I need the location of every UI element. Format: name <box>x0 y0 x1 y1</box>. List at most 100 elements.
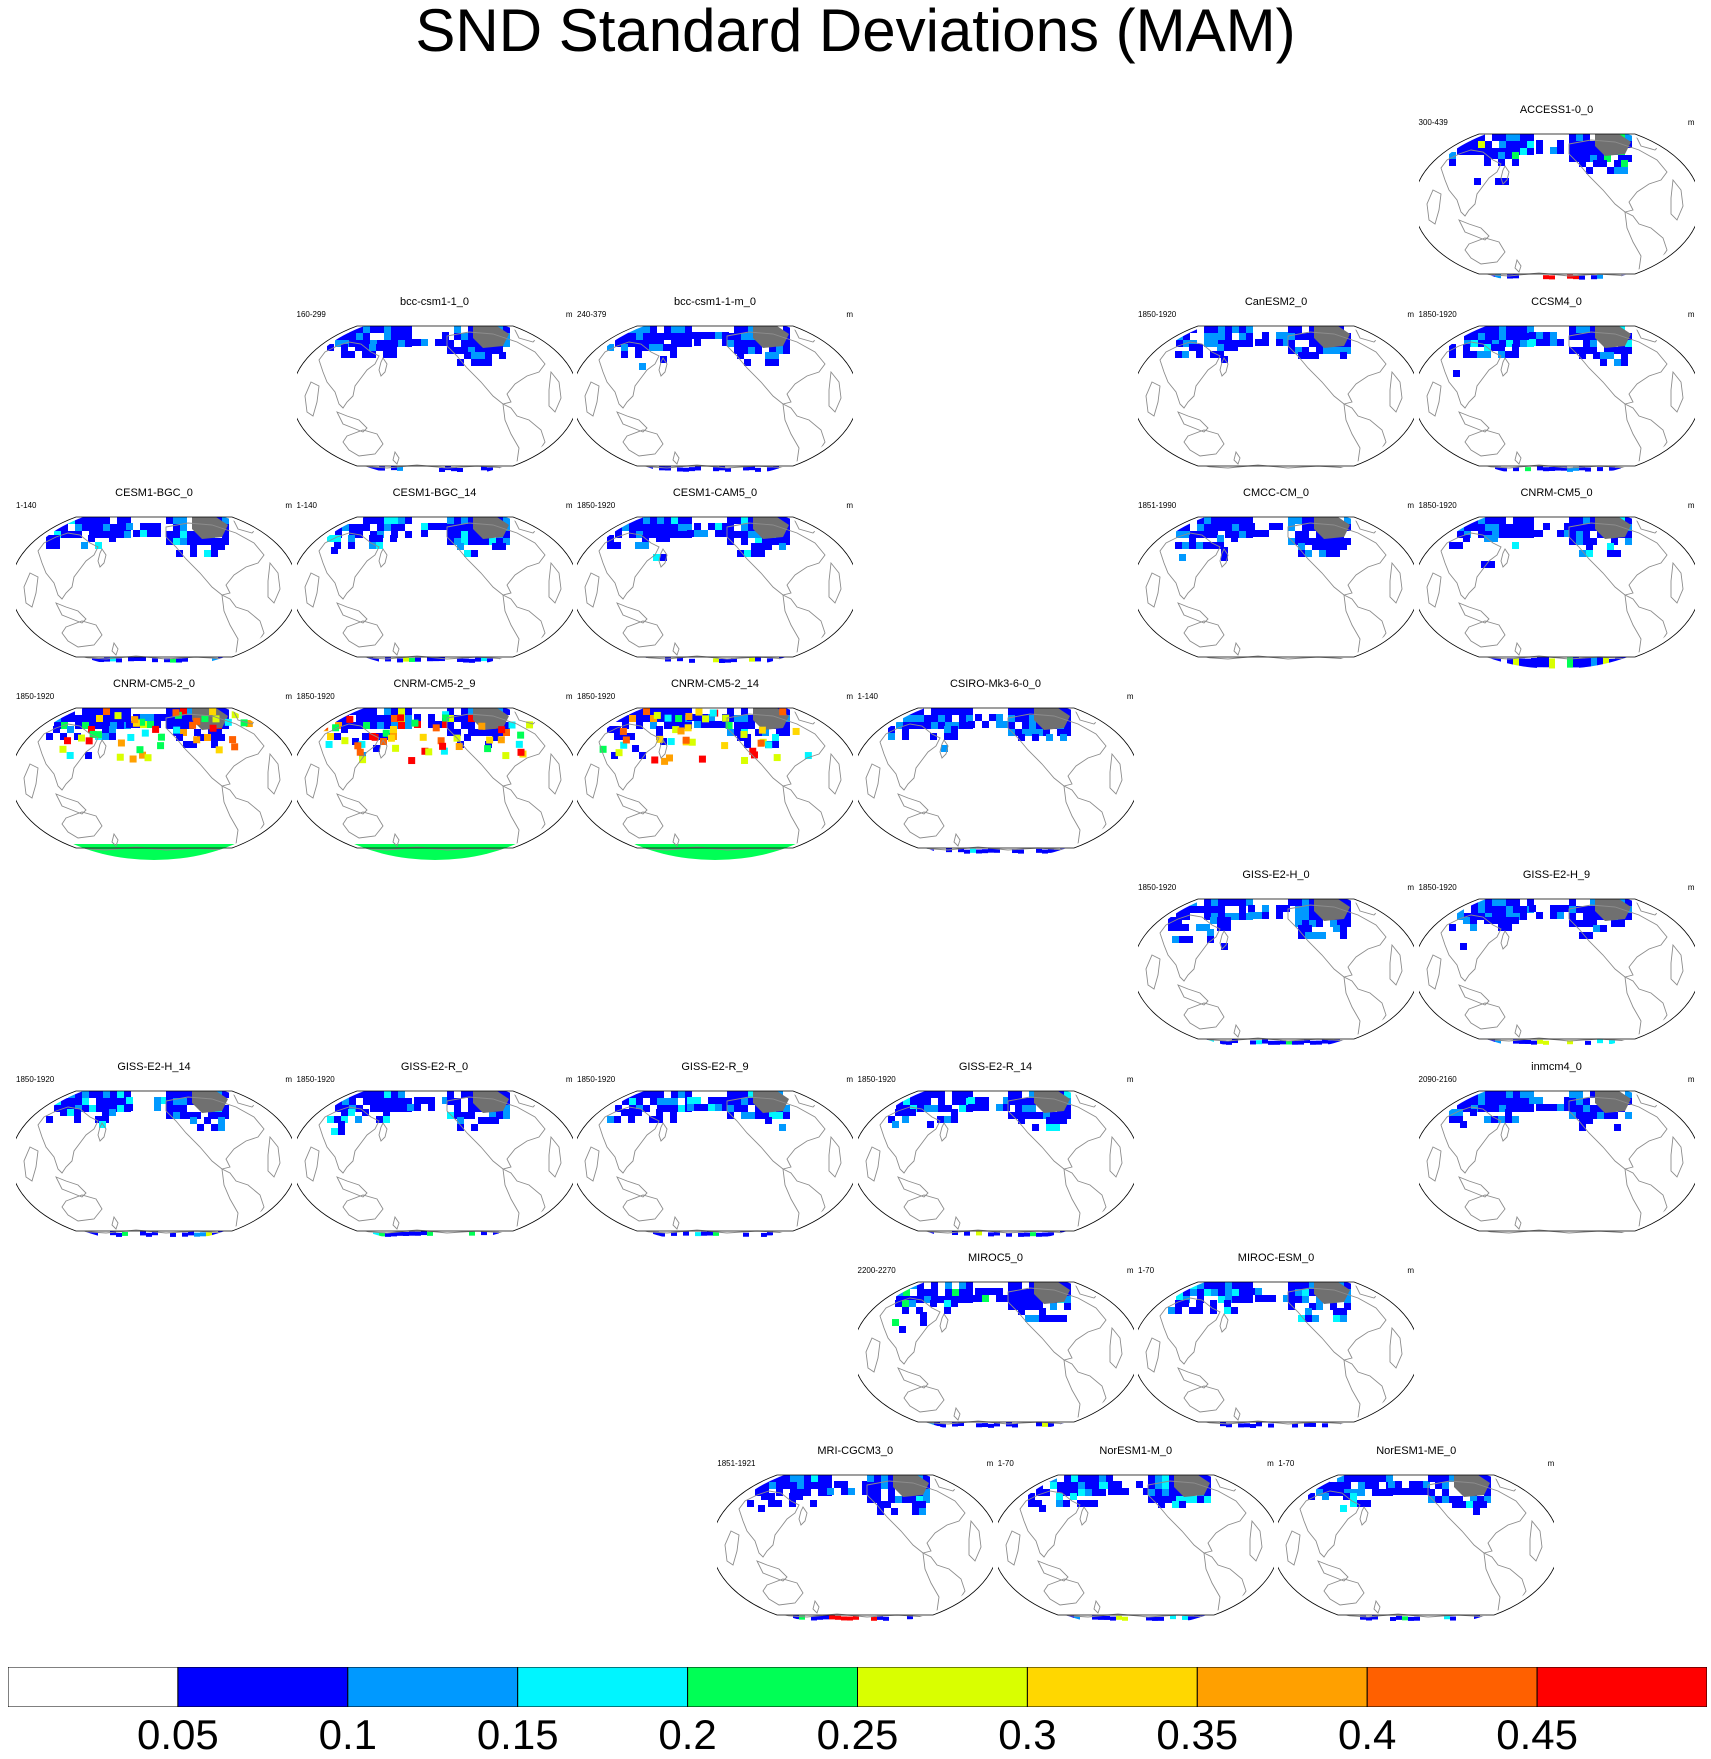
snow-cell <box>895 1296 903 1303</box>
snow-cell <box>147 714 154 721</box>
snow-cell <box>783 1112 790 1119</box>
snow-cell <box>930 1091 938 1098</box>
colorbar-tick-label: 0.25 <box>816 1711 899 1758</box>
antarctic-snow <box>629 466 635 471</box>
snow-cell <box>1211 517 1218 524</box>
snow-cell <box>1617 920 1625 927</box>
snow-cell <box>1435 1482 1443 1489</box>
snow-cell <box>671 531 678 538</box>
snow-cell <box>1203 1489 1211 1496</box>
snow-cell <box>1021 1112 1029 1119</box>
coastline <box>111 832 119 847</box>
snow-cell <box>1519 148 1527 155</box>
snow-cell <box>1462 535 1470 542</box>
snow-cell <box>1556 1104 1564 1111</box>
snow-cell <box>441 339 449 346</box>
panel-year-range: 1850-1920 <box>296 1075 335 1084</box>
snow-cell <box>1469 1109 1477 1116</box>
snow-cell <box>1589 155 1597 162</box>
snow-cell <box>607 1116 614 1123</box>
colorbar-segment <box>517 1667 689 1707</box>
snow-cell <box>376 1098 384 1105</box>
panel-year-range: 1850-1920 <box>1138 310 1177 319</box>
snow-cell <box>1528 339 1536 346</box>
snow-cell <box>916 1098 924 1105</box>
snow-cell <box>1014 1296 1022 1303</box>
snow-cell <box>1512 899 1520 906</box>
snow-cell <box>64 737 72 745</box>
snow-cell <box>1340 1308 1347 1315</box>
colorbar-labels: 0.05 0.1 0.15 0.2 0.25 0.3 0.35 0.4 0.45 <box>0 1711 1711 1759</box>
snow-cell <box>390 524 398 531</box>
antarctic-snow <box>188 1231 194 1236</box>
snow-cell <box>1563 523 1571 530</box>
snow-cell <box>1031 734 1039 741</box>
snow-cell <box>1161 1496 1169 1503</box>
snow-cell <box>1512 134 1520 141</box>
snow-cell <box>356 748 364 756</box>
snow-cell <box>498 543 506 550</box>
snow-cell <box>117 517 124 524</box>
snow-cell <box>474 347 482 354</box>
antarctic-snow <box>1372 1615 1379 1620</box>
antarctic-snow <box>1390 1616 1397 1621</box>
snow-cell <box>1344 1489 1352 1496</box>
panel-map <box>717 1474 994 1623</box>
snow-cell <box>708 721 715 728</box>
map-panel: MIROC5_0 2200-2270 m <box>856 1252 1136 1437</box>
antarctic-snow <box>248 1231 254 1236</box>
snow-cell <box>818 1489 826 1496</box>
snow-cell <box>1098 1489 1106 1496</box>
snow-cell <box>1182 924 1189 931</box>
snow-cell <box>404 517 412 524</box>
antarctic-snow <box>1250 1040 1256 1045</box>
snow-cell <box>1585 543 1593 550</box>
snow-cell <box>124 517 131 524</box>
snow-cell <box>1344 1482 1352 1489</box>
map-panel: GISS-E2-R_14 1850-1920 m <box>856 1061 1136 1246</box>
snow-cell <box>218 734 225 741</box>
snow-cell <box>390 326 398 333</box>
antarctic-snow <box>939 1423 946 1428</box>
snow-cell <box>643 1105 650 1112</box>
snow-cell <box>656 1116 663 1123</box>
antarctic-snow <box>1316 1040 1322 1045</box>
snow-cell <box>456 543 464 550</box>
colorbar-segment <box>8 1667 179 1707</box>
antarctic-snow <box>1358 1040 1364 1045</box>
coastline <box>1019 1490 1081 1558</box>
antarctic-snow <box>116 1232 122 1237</box>
coastline <box>341 1194 384 1222</box>
snow-cell <box>741 722 748 729</box>
snow-cell <box>1038 1315 1046 1322</box>
snow-cell <box>1059 1315 1067 1322</box>
panel-year-range: 1850-1920 <box>296 692 335 701</box>
antarctic-snow <box>1091 1615 1098 1620</box>
snow-cell <box>741 517 748 524</box>
snow-cell <box>841 1481 849 1488</box>
antarctic-snow <box>1498 1615 1505 1620</box>
greenland-mask <box>753 517 789 539</box>
snow-cell <box>919 1319 927 1326</box>
snow-cell <box>1319 550 1326 557</box>
snow-cell <box>82 1091 89 1098</box>
antarctic-snow <box>206 1232 212 1237</box>
antarctic-snow <box>1250 1423 1256 1428</box>
snow-cell <box>1295 333 1302 340</box>
snow-cell <box>765 741 773 749</box>
snow-cell <box>1463 333 1471 340</box>
snow-cell <box>1519 1091 1527 1098</box>
snow-cell <box>502 538 510 545</box>
snow-cell <box>1333 1308 1340 1315</box>
snow-cell <box>722 721 729 728</box>
snow-cell <box>1344 1282 1351 1289</box>
snow-cell <box>1463 524 1471 531</box>
snow-cell <box>397 340 405 347</box>
antarctic-snow <box>793 1615 800 1620</box>
snow-cell <box>361 733 369 740</box>
snow-cell <box>1491 913 1499 920</box>
snow-cell <box>1620 359 1628 366</box>
antarctic-snow <box>396 1231 403 1236</box>
coastline <box>378 739 387 759</box>
snow-cell <box>446 715 454 722</box>
